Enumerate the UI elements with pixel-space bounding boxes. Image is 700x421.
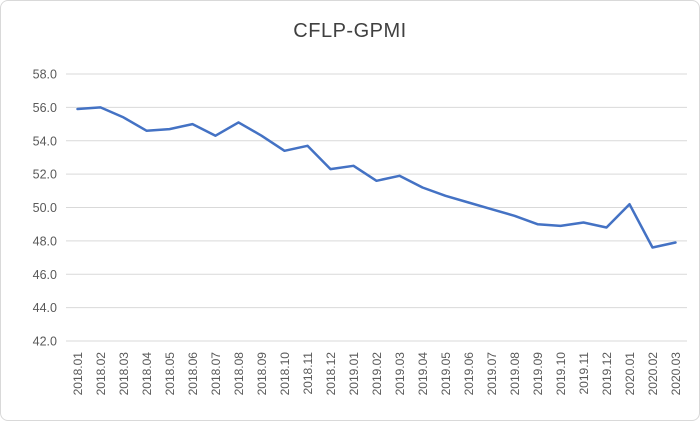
x-tick-label: 2019.11 xyxy=(577,352,591,395)
x-tick-label: 2019.03 xyxy=(393,352,407,396)
y-tick-label: 44.0 xyxy=(33,301,57,315)
x-tick-label: 2019.01 xyxy=(347,352,361,396)
y-tick-label: 58.0 xyxy=(33,68,57,82)
y-tick-label: 54.0 xyxy=(33,134,57,148)
x-tick-label: 2019.07 xyxy=(485,352,499,396)
x-tick-label: 2019.05 xyxy=(439,352,453,396)
x-tick-label: 2018.10 xyxy=(278,352,292,396)
y-tick-label: 42.0 xyxy=(33,335,57,349)
x-axis-tick-labels: 2018.01 2018.02 2018.03 2018.04 2018.05 2018.… xyxy=(71,352,683,396)
x-tick-label: 2019.09 xyxy=(531,352,545,396)
x-tick-label: 2018.03 xyxy=(117,352,131,396)
x-tick-label: 2019.04 xyxy=(416,352,430,396)
x-tick-label: 2018.07 xyxy=(209,352,223,396)
x-tick-label: 2018.11 xyxy=(301,352,315,395)
x-tick-label: 2020.02 xyxy=(646,352,660,396)
x-tick-label: 2018.05 xyxy=(163,352,177,396)
x-tick-label: 2018.06 xyxy=(186,352,200,396)
y-axis-tick-labels: 58.0 56.0 54.0 52.0 50.0 48.0 46.0 44.0 42.0 xyxy=(33,68,57,349)
x-tick-label: 2018.01 xyxy=(71,352,85,396)
x-tick-label: 2019.02 xyxy=(370,352,384,396)
y-tick-label: 52.0 xyxy=(33,168,57,182)
x-tick-label: 2019.12 xyxy=(600,352,614,396)
x-tick-label: 2018.12 xyxy=(324,352,338,396)
y-tick-label: 46.0 xyxy=(33,268,57,282)
y-tick-label: 50.0 xyxy=(33,201,57,215)
x-tick-label: 2019.06 xyxy=(462,352,476,396)
x-tick-label: 2019.10 xyxy=(554,352,568,396)
x-tick-label: 2020.01 xyxy=(623,352,637,396)
gridlines xyxy=(66,73,687,342)
x-tick-label: 2020.03 xyxy=(669,352,683,396)
y-tick-label: 48.0 xyxy=(33,234,57,248)
chart-title: CFLP-GPMI xyxy=(293,20,407,42)
x-tick-label: 2018.08 xyxy=(232,352,246,396)
x-tick-label: 2018.04 xyxy=(140,352,154,396)
x-tick-label: 2018.02 xyxy=(94,352,108,396)
y-tick-label: 56.0 xyxy=(33,101,57,115)
x-tick-label: 2019.08 xyxy=(508,352,522,396)
x-tick-label: 2018.09 xyxy=(255,352,269,396)
pmi-series-line xyxy=(76,106,677,249)
